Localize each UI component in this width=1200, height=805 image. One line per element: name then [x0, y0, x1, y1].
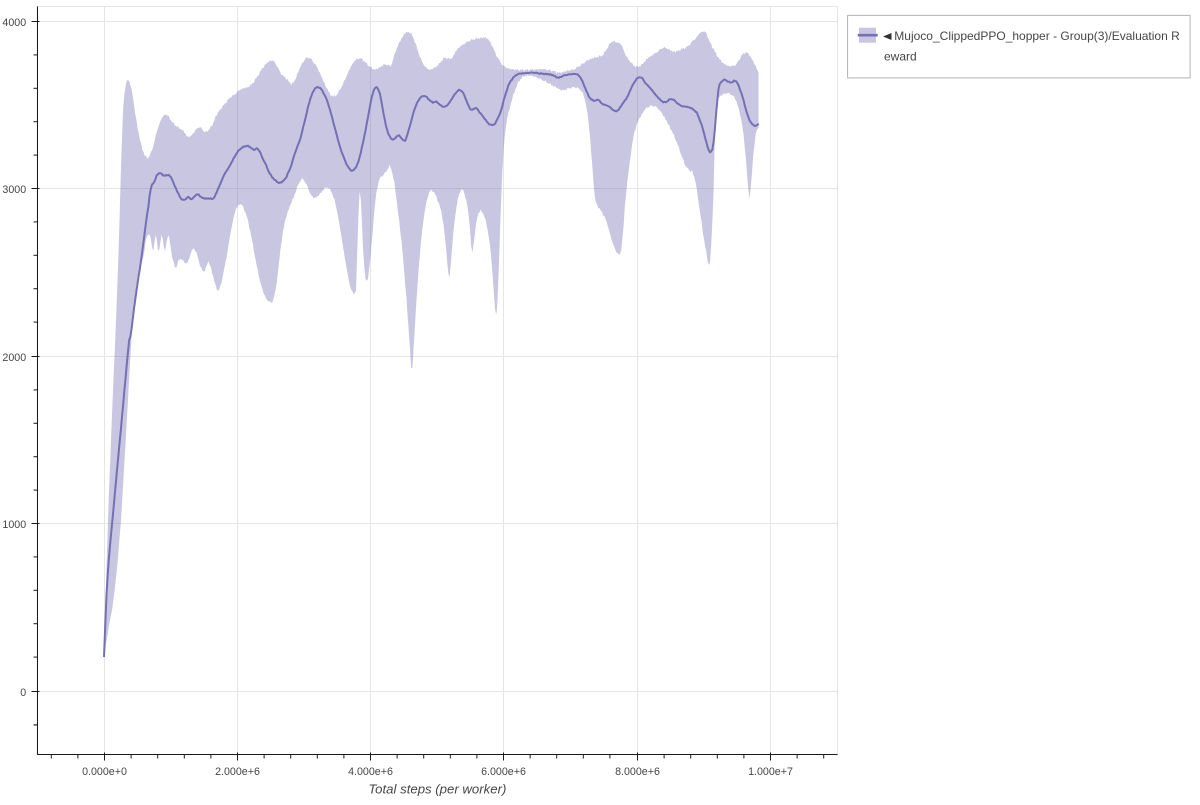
svg-text:0: 0 [20, 687, 26, 699]
svg-text:Total steps (per worker): Total steps (per worker) [368, 782, 506, 797]
svg-text:3000: 3000 [2, 184, 26, 196]
svg-text:Mujoco_ClippedPPO_hopper - Gro: Mujoco_ClippedPPO_hopper - Group(3)/Eval… [894, 29, 1180, 43]
svg-text:2000: 2000 [2, 352, 26, 364]
svg-text:8.000e+6: 8.000e+6 [615, 766, 660, 778]
svg-text:6.000e+6: 6.000e+6 [481, 766, 526, 778]
svg-text:4000: 4000 [2, 17, 26, 29]
svg-text:2.000e+6: 2.000e+6 [215, 766, 260, 778]
svg-text:1.000e+7: 1.000e+7 [748, 766, 793, 778]
svg-text:eward: eward [884, 49, 917, 63]
svg-text:1000: 1000 [2, 519, 26, 531]
svg-text:4.000e+6: 4.000e+6 [348, 766, 393, 778]
svg-text:0.000e+0: 0.000e+0 [82, 766, 127, 778]
